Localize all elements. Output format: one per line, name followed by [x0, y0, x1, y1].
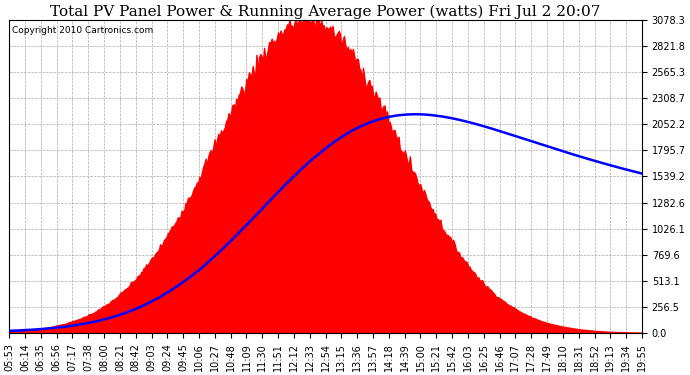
- Text: Copyright 2010 Cartronics.com: Copyright 2010 Cartronics.com: [12, 26, 154, 35]
- Title: Total PV Panel Power & Running Average Power (watts) Fri Jul 2 20:07: Total PV Panel Power & Running Average P…: [50, 4, 601, 18]
